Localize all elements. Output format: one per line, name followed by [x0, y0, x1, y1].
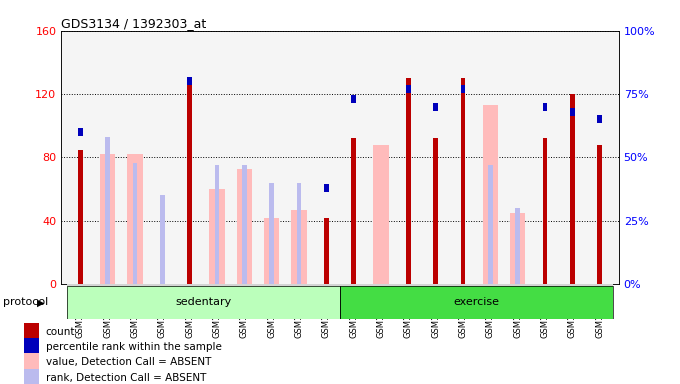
Bar: [597, 116, 602, 123]
Bar: [433, 103, 438, 111]
Bar: [94, 284, 121, 286]
Bar: [313, 284, 340, 286]
Text: ▶: ▶: [37, 297, 45, 308]
Bar: [24, 353, 39, 372]
Bar: [483, 105, 498, 284]
Bar: [340, 284, 367, 286]
Text: count: count: [46, 327, 75, 337]
Bar: [597, 145, 602, 284]
Bar: [237, 169, 252, 284]
Bar: [488, 165, 493, 284]
Bar: [149, 284, 176, 286]
Bar: [67, 284, 94, 286]
Bar: [67, 286, 340, 319]
Bar: [100, 154, 115, 284]
Bar: [264, 218, 279, 284]
Bar: [477, 284, 504, 286]
Bar: [351, 95, 356, 103]
Bar: [187, 78, 192, 284]
Bar: [296, 183, 301, 284]
Bar: [433, 138, 438, 284]
Text: protocol: protocol: [3, 297, 49, 308]
Bar: [24, 323, 39, 341]
Text: value, Detection Call = ABSENT: value, Detection Call = ABSENT: [46, 358, 211, 367]
Bar: [24, 338, 39, 356]
Bar: [510, 213, 525, 284]
Bar: [422, 284, 449, 286]
Bar: [133, 162, 137, 284]
Bar: [78, 128, 83, 136]
Bar: [203, 284, 231, 286]
Bar: [367, 284, 394, 286]
Bar: [258, 284, 286, 286]
Text: exercise: exercise: [454, 297, 500, 308]
Text: rank, Detection Call = ABSENT: rank, Detection Call = ABSENT: [46, 373, 206, 383]
Bar: [531, 284, 559, 286]
Bar: [324, 218, 329, 284]
Bar: [351, 138, 356, 284]
Bar: [406, 85, 411, 93]
Bar: [460, 85, 466, 93]
Bar: [460, 78, 466, 284]
Bar: [242, 165, 247, 284]
Bar: [586, 284, 613, 286]
Bar: [231, 284, 258, 286]
Bar: [504, 284, 531, 286]
Bar: [449, 284, 477, 286]
Bar: [559, 284, 586, 286]
Bar: [292, 210, 307, 284]
Text: sedentary: sedentary: [175, 297, 231, 308]
Bar: [570, 94, 575, 284]
Bar: [286, 284, 313, 286]
Bar: [24, 369, 39, 384]
Bar: [160, 195, 165, 284]
Bar: [105, 137, 110, 284]
Bar: [543, 103, 547, 111]
Bar: [121, 284, 149, 286]
Bar: [543, 138, 547, 284]
Bar: [515, 208, 520, 284]
Bar: [373, 145, 388, 284]
Bar: [269, 183, 274, 284]
Bar: [340, 286, 613, 319]
Bar: [127, 154, 143, 284]
Text: percentile rank within the sample: percentile rank within the sample: [46, 342, 222, 352]
Bar: [570, 108, 575, 116]
Bar: [187, 78, 192, 85]
Text: GDS3134 / 1392303_at: GDS3134 / 1392303_at: [61, 17, 207, 30]
Bar: [209, 189, 224, 284]
Bar: [176, 284, 203, 286]
Bar: [406, 78, 411, 284]
Bar: [215, 165, 220, 284]
Bar: [324, 184, 329, 192]
Bar: [394, 284, 422, 286]
Bar: [78, 149, 83, 284]
